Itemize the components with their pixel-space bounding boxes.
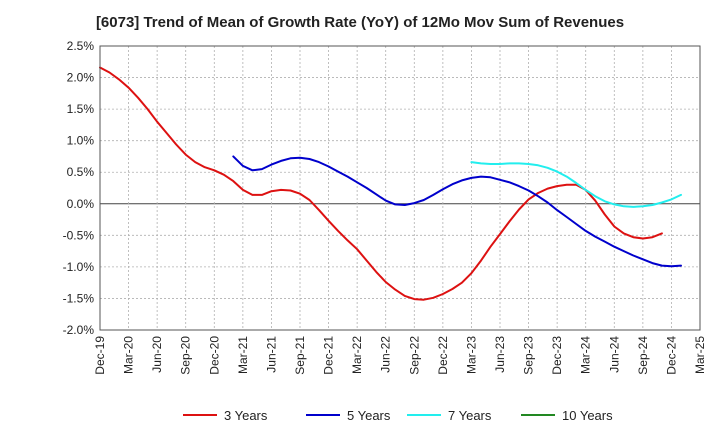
x-tick-label: Jun-23: [493, 336, 507, 373]
x-tick-label: Sep-20: [179, 336, 193, 375]
y-tick-label: -1.5%: [63, 291, 95, 305]
y-axis-ticks: 2.5% 2.0% 1.5% 1.0% 0.5% 0.0% -0.5% -1.0% -1.5% -…: [63, 39, 95, 337]
x-tick-label: Sep-22: [407, 336, 421, 375]
legend-label-5-years: 5 Years: [347, 408, 391, 423]
x-tick-label: Jun-22: [379, 336, 393, 373]
x-tick-label: Sep-24: [636, 336, 650, 375]
legend-label-10-years: 10 Years: [562, 408, 613, 423]
y-tick-label: 0.0%: [67, 197, 95, 211]
y-tick-label: 2.5%: [67, 39, 95, 53]
x-axis-ticks: Dec-19 Mar-20 Jun-20 Sep-20 Dec-20 Mar-21 Jun-…: [93, 336, 707, 375]
plot-frame: [99, 45, 701, 331]
y-tick-label: -1.0%: [63, 260, 95, 274]
x-tick-label: Jun-24: [607, 336, 621, 373]
x-tick-label: Jun-20: [150, 336, 164, 373]
x-tick-label: Mar-25: [693, 336, 707, 374]
legend-label-7-years: 7 Years: [448, 408, 492, 423]
y-tick-label: 1.5%: [67, 102, 95, 116]
plot-area: [100, 46, 700, 330]
y-tick-label: 2.0%: [67, 71, 95, 85]
x-tick-label: Sep-23: [522, 336, 536, 375]
x-tick-label: Dec-21: [322, 336, 336, 375]
series-layer: [99, 66, 682, 301]
series-line-3-years: [99, 66, 663, 301]
x-tick-label: Dec-20: [207, 336, 221, 375]
y-tick-label: 1.0%: [67, 134, 95, 148]
x-tick-label: Dec-23: [550, 336, 564, 375]
x-tick-label: Dec-24: [664, 336, 678, 375]
y-tick-label: 0.5%: [67, 165, 95, 179]
x-tick-label: Sep-21: [293, 336, 307, 375]
legend: 3 Years 5 Years 7 Years 10 Years: [183, 408, 613, 423]
y-tick-label: -2.0%: [63, 323, 95, 337]
series-line-5-years: [232, 155, 682, 268]
x-tick-label: Mar-23: [464, 336, 478, 374]
series-line-7-years: [470, 161, 682, 208]
legend-label-3-years: 3 Years: [224, 408, 268, 423]
x-tick-label: Mar-21: [236, 336, 250, 374]
x-tick-label: Jun-21: [264, 336, 278, 373]
chart-title: [6073] Trend of Mean of Growth Rate (YoY…: [95, 14, 625, 31]
y-tick-label: -0.5%: [63, 228, 95, 242]
x-tick-label: Mar-24: [579, 336, 593, 374]
x-tick-label: Mar-22: [350, 336, 364, 374]
x-tick-label: Dec-19: [93, 336, 107, 375]
x-tick-label: Mar-20: [122, 336, 136, 374]
x-tick-label: Dec-22: [436, 336, 450, 375]
